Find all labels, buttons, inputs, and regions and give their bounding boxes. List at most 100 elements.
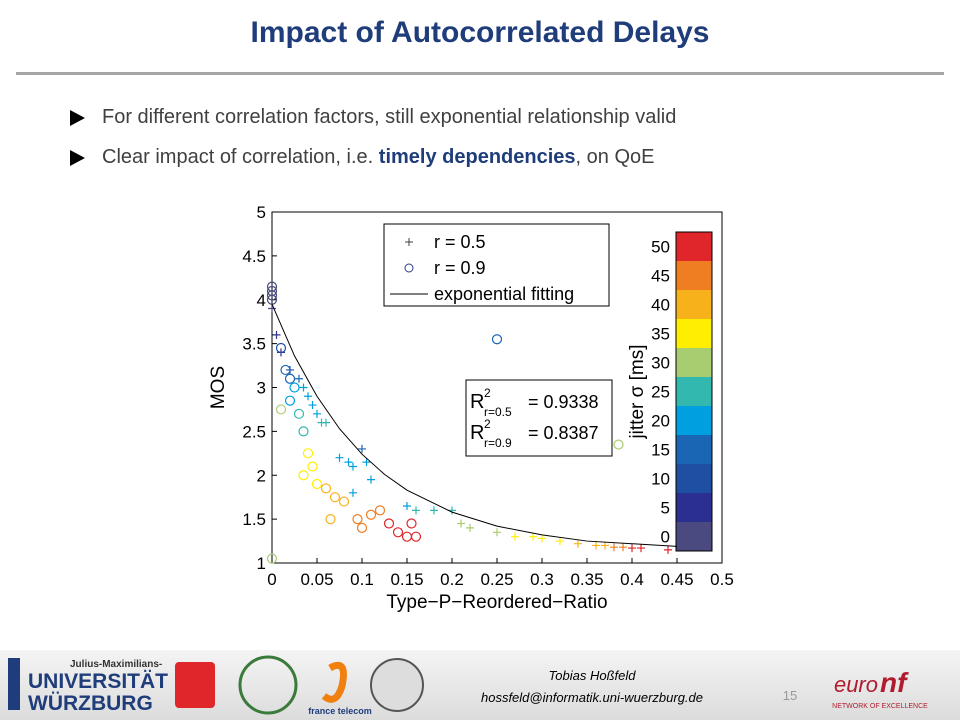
point-circle	[284, 373, 296, 384]
colorbar-frame	[675, 231, 713, 552]
bullet-text: Clear impact of correlation, i.e.	[102, 146, 379, 168]
colorbar-band	[676, 406, 712, 435]
point-circle	[293, 408, 305, 419]
x-tick-label: 0.25	[480, 570, 513, 589]
colorbar-band	[676, 464, 712, 493]
legend-box	[383, 223, 610, 307]
y-tick-label: 3	[257, 379, 266, 398]
fit-line	[271, 303, 678, 547]
y-tick-label: 2.5	[242, 422, 266, 441]
point-plus	[457, 519, 465, 528]
slide-title: Impact of Autocorrelated Delays	[250, 16, 710, 49]
colorbar-tick-label: 20	[651, 412, 670, 431]
point-plus	[430, 506, 438, 515]
point-plus	[349, 462, 357, 471]
point-plus	[367, 475, 375, 484]
point-plus	[358, 444, 366, 453]
point-plus	[592, 541, 600, 550]
point-circle	[289, 382, 300, 393]
point-plus	[556, 537, 564, 546]
point-plus	[511, 532, 519, 541]
colorbar-label: jitter σ [ms]	[627, 344, 648, 439]
point-circle	[613, 439, 624, 450]
point-circle	[284, 395, 296, 406]
legend-label: r = 0.5	[434, 232, 486, 252]
title-rule	[16, 72, 944, 75]
colorbar-tick-label: 50	[651, 238, 670, 257]
point-plus	[619, 543, 627, 552]
bullet-text: , on QoE	[575, 146, 655, 168]
logo-text: nf	[880, 667, 909, 698]
x-tick-label: 0.1	[350, 570, 374, 589]
point-plus	[304, 392, 312, 401]
point-circle	[365, 509, 377, 520]
annotation-value: = 0.8387	[528, 423, 599, 443]
legend-label: exponential fitting	[434, 284, 574, 304]
point-circle	[298, 426, 309, 437]
point-plus	[574, 539, 582, 548]
point-plus	[349, 488, 357, 497]
point-circle	[356, 522, 368, 534]
point-plus	[529, 532, 537, 541]
point-circle	[298, 470, 309, 481]
series	[268, 304, 672, 554]
logo-text: NETWORK OF EXCELLENCE	[832, 703, 928, 710]
y-tick-label: 3.5	[242, 335, 266, 354]
y-tick-label: 1	[257, 554, 266, 573]
chart: 0 0.05 0.1 0.15 0.2 0.25 0.3 0.35 0.4 0.45 0.5 1 1.5…	[208, 203, 734, 613]
logo-text: UNIVERSITÄT	[28, 670, 168, 693]
author: Tobias Hoßfeld	[549, 668, 637, 683]
x-tick-label: 0.15	[390, 570, 423, 589]
y-tick-label: 5	[257, 203, 266, 222]
colorbar-tick-label: 35	[651, 325, 670, 344]
email: hossfeld@informatik.uni-wuerzburg.de	[481, 690, 703, 705]
point-circle	[491, 334, 503, 345]
page-number: 15	[783, 688, 797, 703]
point-plus	[628, 544, 636, 553]
footer: Julius-Maximilians- UNIVERSITÄT WÜRZBURG…	[0, 650, 960, 720]
y-tick-label: 1.5	[242, 510, 266, 529]
point-plus	[493, 528, 501, 537]
point-plus	[308, 401, 317, 410]
colorbar-tick-label: 30	[651, 354, 670, 373]
point-circle	[266, 290, 278, 301]
logo-i3	[175, 662, 215, 708]
x-tick-label: 0	[267, 570, 276, 589]
legend-label: r = 0.9	[434, 258, 486, 278]
point-plus	[299, 383, 308, 392]
annotation-symbol: R	[470, 391, 484, 413]
annotation-box	[465, 379, 613, 457]
point-plus	[403, 501, 411, 510]
point-circle	[307, 461, 318, 472]
point-plus	[268, 304, 276, 313]
colorbar-band	[676, 232, 712, 261]
footer-art: Julius-Maximilians- UNIVERSITÄT WÜRZBURG…	[8, 655, 928, 716]
point-plus	[322, 418, 330, 427]
point-plus	[601, 541, 609, 550]
point-plus	[637, 544, 645, 553]
x-axis-label: Type−P−Reordered−Ratio	[386, 592, 607, 613]
point-circle	[392, 527, 404, 538]
colorbar-band	[676, 348, 712, 377]
point-plus	[295, 374, 303, 383]
point-plus	[664, 545, 672, 554]
bullet-text: For different correlation factors, still…	[102, 106, 677, 128]
logo-bar	[8, 658, 20, 710]
colorbar-tick-label: 45	[651, 267, 670, 286]
annotation-power: 2	[484, 386, 491, 400]
logo-text: france telecom	[308, 706, 372, 716]
colorbar-band	[676, 435, 712, 464]
colorbar-tick-label: 15	[651, 441, 670, 460]
logo-seal	[370, 658, 424, 712]
logo-bth	[238, 655, 298, 715]
point-circle	[325, 514, 336, 525]
point-circle	[275, 342, 287, 354]
legend-marker	[405, 238, 413, 246]
point-plus	[362, 458, 371, 467]
point-circle	[302, 448, 314, 459]
colorbar-tick-label: 10	[651, 470, 670, 489]
point-circle	[410, 531, 422, 542]
y-axis-label: MOS	[208, 366, 229, 409]
x-tick-label: 0.3	[530, 570, 554, 589]
